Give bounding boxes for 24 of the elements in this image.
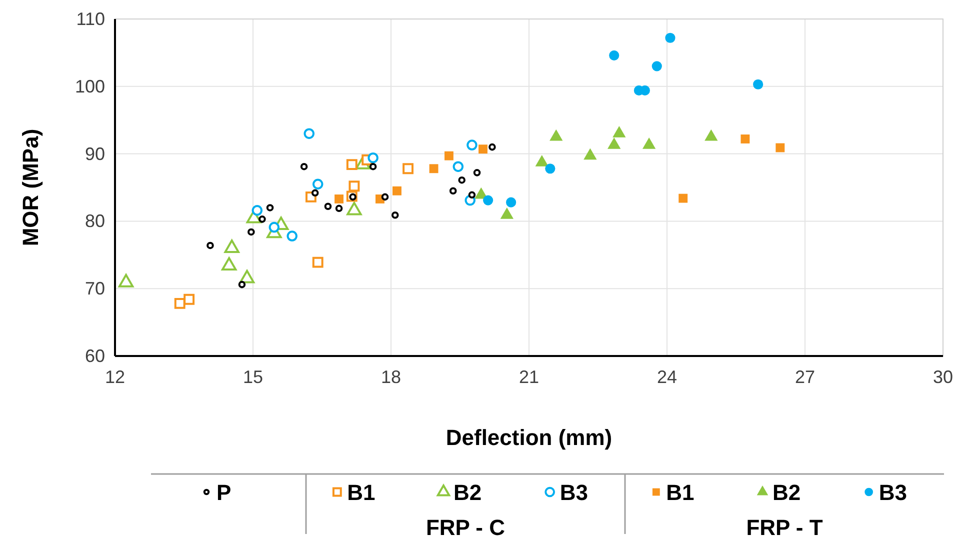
y-tick-label: 60 xyxy=(84,346,105,366)
text: FRP - C xyxy=(426,515,506,540)
x-tick-label: 18 xyxy=(380,367,402,387)
legend-label: B3 xyxy=(560,480,588,505)
x-tick-label: 21 xyxy=(518,367,540,387)
legend-label: P xyxy=(216,480,232,505)
y-tick-label: 80 xyxy=(84,211,105,232)
legend-label: B2 xyxy=(454,480,482,505)
y-tick-label: 110 xyxy=(76,9,105,29)
x-tick-label: 30 xyxy=(932,367,954,387)
x-tick-label: 12 xyxy=(104,367,126,387)
y-tick-label: 100 xyxy=(74,76,105,96)
x-tick-label: 15 xyxy=(242,367,264,387)
legend-label: B3 xyxy=(878,480,907,505)
x-tick-label: 24 xyxy=(656,367,678,387)
legend-label: B1 xyxy=(666,480,694,505)
y-axis-title: MOR (MPa) xyxy=(18,128,43,246)
x-tick-label: 27 xyxy=(794,367,816,387)
legend-label: B2 xyxy=(772,480,801,505)
text: FRP - T xyxy=(746,515,824,540)
legend-label: B1 xyxy=(347,480,376,505)
x-axis-title: Deflection (mm) xyxy=(446,425,612,450)
y-tick-label: 90 xyxy=(84,144,105,164)
y-tick-label: 70 xyxy=(84,278,105,299)
